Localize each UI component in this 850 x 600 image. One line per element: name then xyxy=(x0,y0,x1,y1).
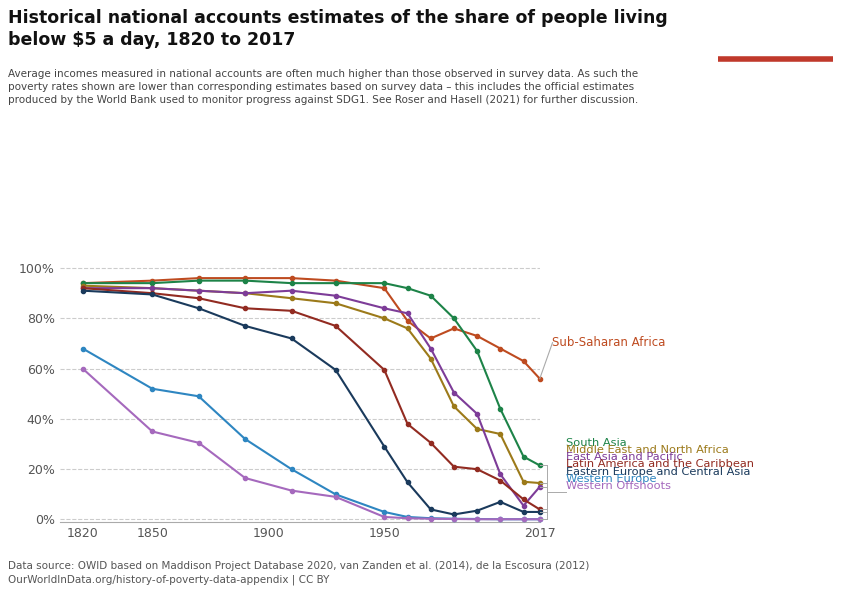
Text: Western Offshoots: Western Offshoots xyxy=(566,481,672,491)
Text: East Asia and Pacific: East Asia and Pacific xyxy=(566,452,683,462)
Text: Eastern Europe and Central Asia: Eastern Europe and Central Asia xyxy=(566,467,751,477)
Text: Average incomes measured in national accounts are often much higher than those o: Average incomes measured in national acc… xyxy=(8,69,638,106)
Text: Our World: Our World xyxy=(742,20,809,34)
Text: Historical national accounts estimates of the share of people living
below $5 a : Historical national accounts estimates o… xyxy=(8,9,668,49)
Text: Latin America and the Caribbean: Latin America and the Caribbean xyxy=(566,459,754,469)
Text: in Data: in Data xyxy=(751,38,800,51)
Text: Western Europe: Western Europe xyxy=(566,473,656,484)
Text: Middle East and North Africa: Middle East and North Africa xyxy=(566,445,728,455)
Text: South Asia: South Asia xyxy=(566,438,626,448)
Text: Data source: OWID based on Maddison Project Database 2020, van Zanden et al. (20: Data source: OWID based on Maddison Proj… xyxy=(8,562,590,585)
Text: Sub-Saharan Africa: Sub-Saharan Africa xyxy=(552,336,666,349)
